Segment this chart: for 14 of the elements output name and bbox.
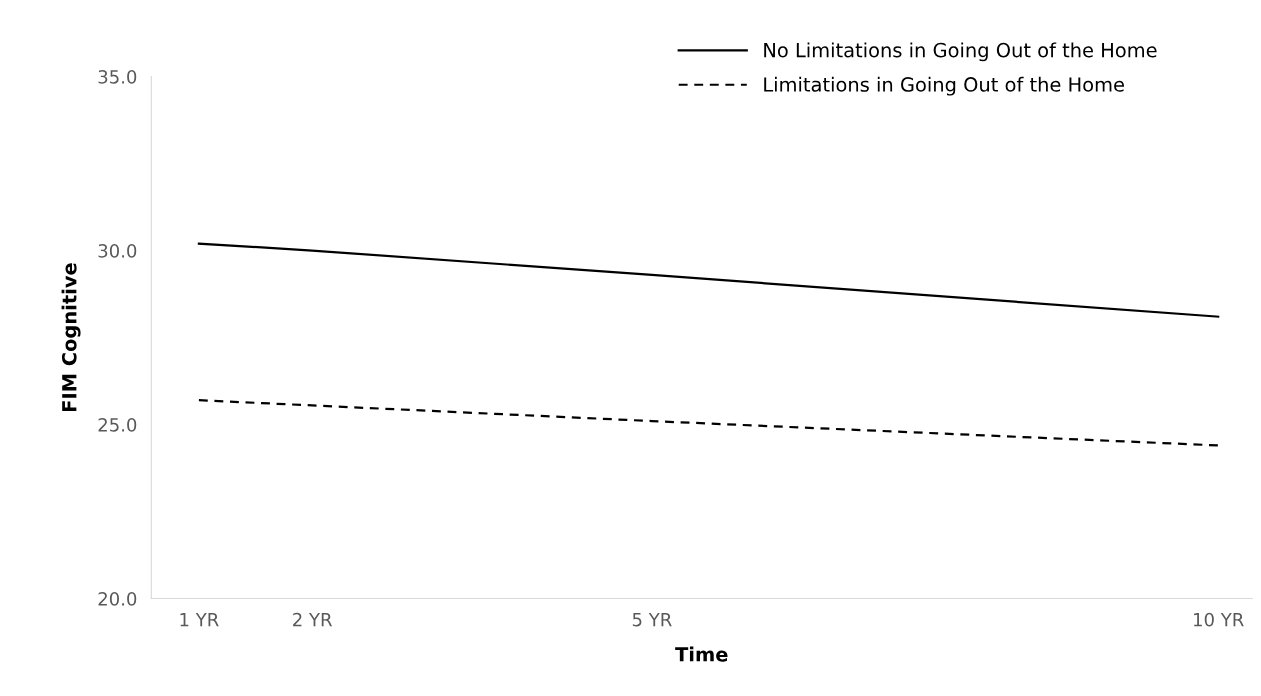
y-tick-label: 30.0 xyxy=(98,244,137,258)
y-tick-label: 20.0 xyxy=(98,592,137,606)
legend-label: No Limitations in Going Out of the Home xyxy=(764,42,1157,62)
y-tick-label: 25.0 xyxy=(98,418,137,432)
x-tick-label: 2 YR xyxy=(293,612,333,627)
line-series xyxy=(197,242,1220,318)
x-tick-label: 1 YR xyxy=(180,613,219,627)
x-tick-label: 10 YR xyxy=(1194,612,1244,627)
x-axis-title: Time xyxy=(675,646,728,662)
line-series xyxy=(197,399,1220,447)
y-tick-label: 35.0 xyxy=(98,70,137,84)
legend-label: Limitations in Going Out of the Home xyxy=(764,76,1124,96)
x-tick-label: 5 YR xyxy=(632,613,672,627)
y-axis-title: FIM Cognitive xyxy=(61,263,81,412)
